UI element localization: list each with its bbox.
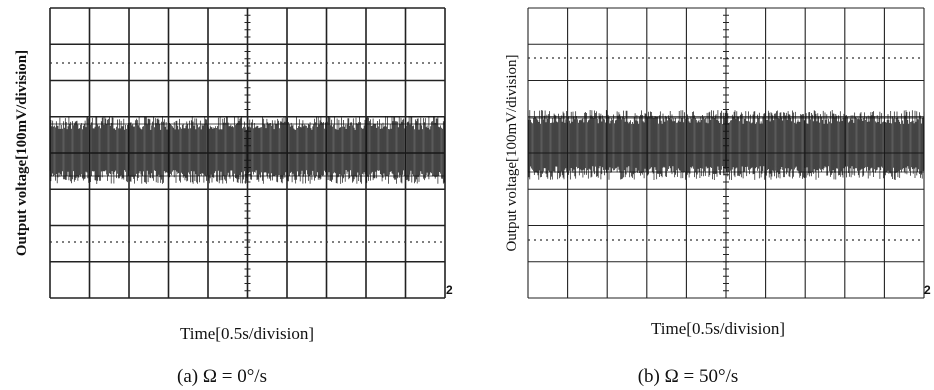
x-axis-label: Time[0.5s/division] [180,324,314,343]
caption: (a) Ω = 0°/s [177,366,267,387]
marker: 2 [924,283,931,297]
x-axis-label: Time[0.5s/division] [651,319,785,338]
caption: (b) Ω = 50°/s [638,366,739,387]
figure: Output voltage[100mV/division] Time[0.5s… [0,0,934,390]
y-axis-label: Output voltage[100mV/division] [14,50,30,256]
y-axis-label: Output voltage[100mV/division] [504,54,520,251]
panel-a: Output voltage[100mV/division] Time[0.5s… [14,8,453,387]
marker: 2 [446,283,453,297]
panel-b: Output voltage[100mV/division] Time[0.5s… [504,8,931,387]
